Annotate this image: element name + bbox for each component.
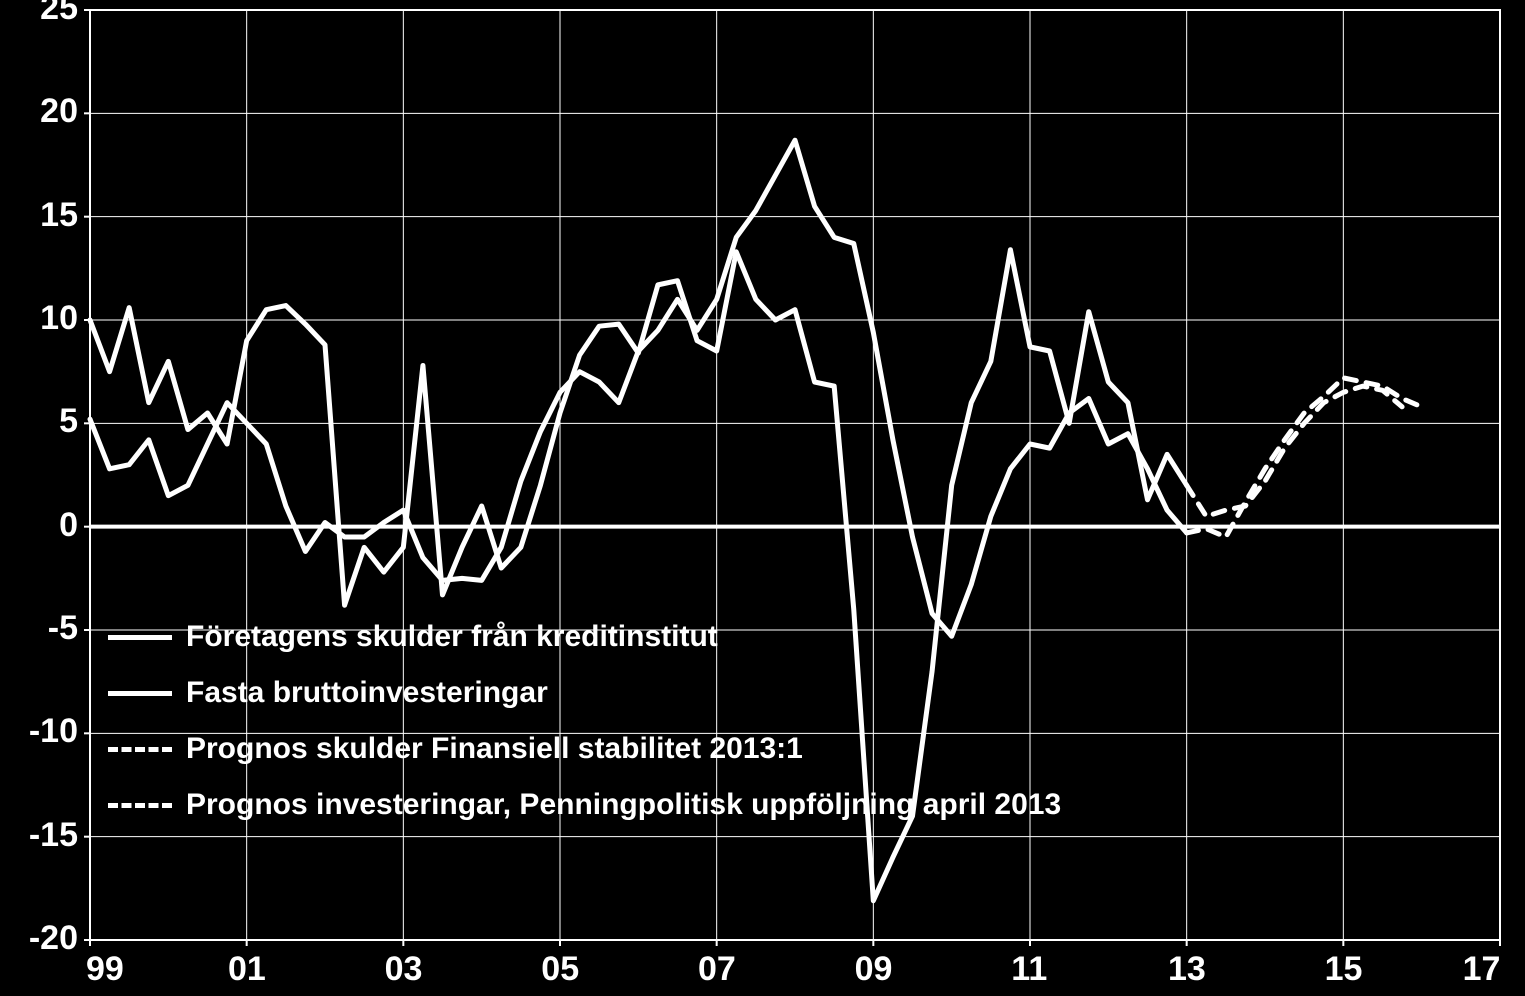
x-tick-label: 11 [1011,950,1047,989]
legend-label: Fasta bruttoinvesteringar [186,676,548,710]
legend-label: Prognos investeringar, Penningpolitisk u… [186,788,1061,822]
y-tick-label: 5 [59,402,78,441]
y-tick-label: 20 [40,92,78,131]
y-tick-label: 0 [59,506,78,545]
y-tick-label: -5 [48,609,78,648]
y-tick-label: -15 [29,816,78,855]
x-tick-label: 09 [855,950,893,989]
legend-item: Prognos skulder Finansiell stabilitet 20… [108,732,1061,766]
legend-swatch [108,691,172,696]
legend-item: Fasta bruttoinvesteringar [108,676,1061,710]
x-tick-label: 05 [541,950,579,989]
legend-label: Företagens skulder från kreditinstitut [186,620,718,654]
x-tick-label: 03 [385,950,423,989]
x-tick-label: 99 [86,950,124,989]
legend-item: Företagens skulder från kreditinstitut [108,620,1061,654]
legend: Företagens skulder från kreditinstitut Fa… [108,620,1061,844]
x-tick-label: 17 [1463,950,1501,989]
legend-swatch [108,803,172,808]
y-tick-label: 10 [40,299,78,338]
y-tick-label: 25 [40,0,78,28]
x-tick-label: 13 [1168,950,1206,989]
x-tick-label: 07 [698,950,736,989]
x-tick-label: 01 [228,950,266,989]
y-tick-label: -10 [29,712,78,751]
legend-item: Prognos investeringar, Penningpolitisk u… [108,788,1061,822]
y-tick-label: 15 [40,196,78,235]
x-tick-label: 15 [1325,950,1363,989]
chart-canvas [0,0,1525,996]
legend-label: Prognos skulder Finansiell stabilitet 20… [186,732,803,766]
legend-swatch [108,747,172,752]
line-chart: Företagens skulder från kreditinstitut Fa… [0,0,1525,996]
y-tick-label: -20 [29,919,78,958]
legend-swatch [108,635,172,640]
